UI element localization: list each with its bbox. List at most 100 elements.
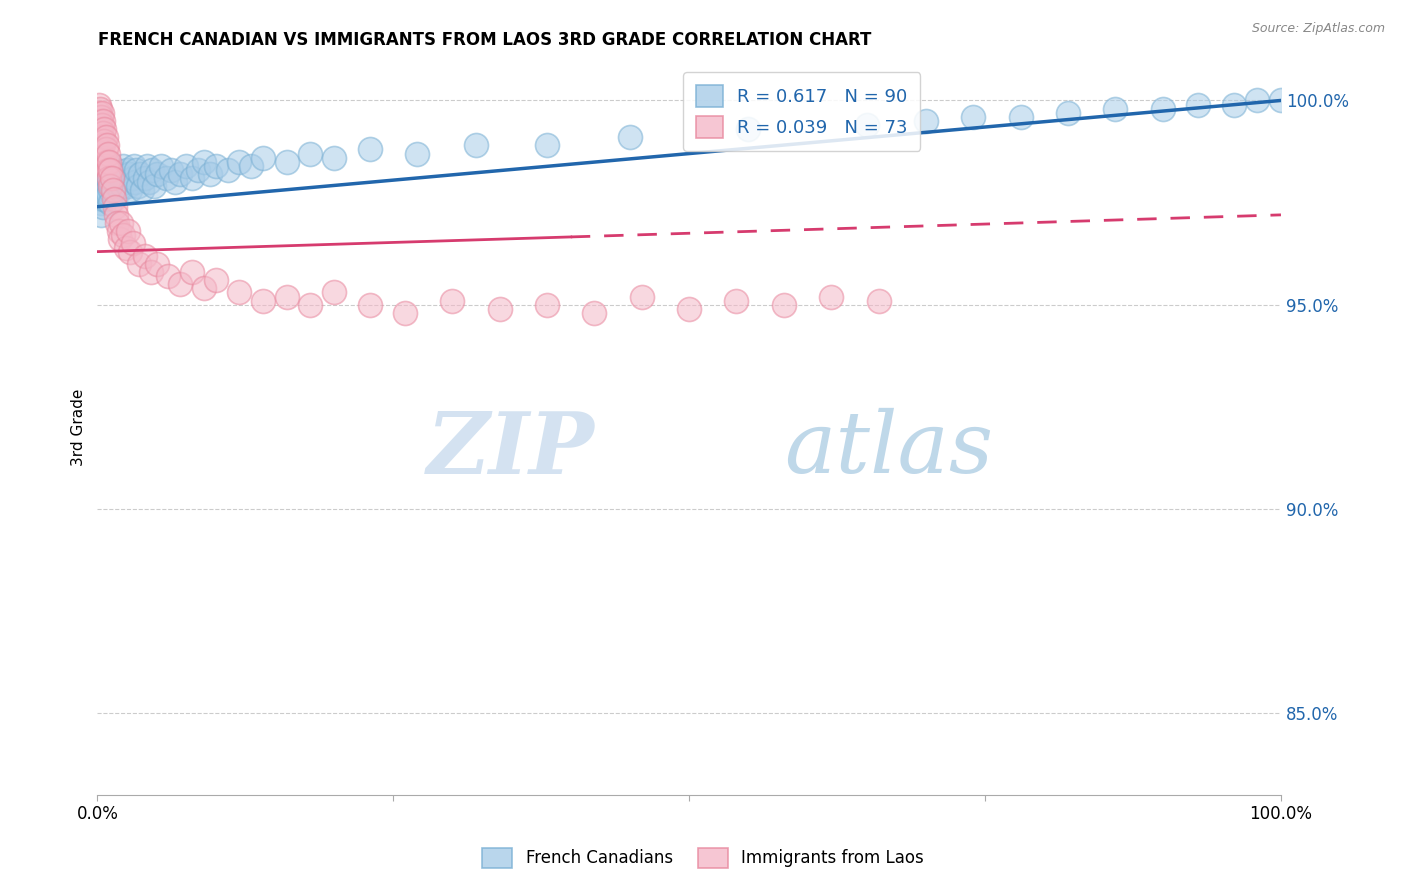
Point [157,269,180,284]
Point [91,105,114,120]
Point [94,159,117,173]
Point [129,167,152,181]
Point [101,183,124,197]
Point [96,138,118,153]
Point [583,306,606,320]
Point [1270,94,1292,108]
Point [104,200,127,214]
Point [93,179,115,194]
Point [89,126,111,140]
Point [145,257,167,271]
Point [101,171,124,186]
Point [187,162,209,177]
Point [107,216,129,230]
Point [89,102,111,116]
Point [96,183,118,197]
Point [107,167,129,181]
Point [725,293,748,308]
Point [1057,105,1080,120]
Point [87,105,110,120]
Point [406,146,429,161]
Point [772,298,794,312]
Point [108,183,131,197]
Point [90,110,112,124]
Point [90,134,112,148]
Point [121,236,143,251]
Point [139,265,162,279]
Point [174,159,197,173]
Point [105,208,128,222]
Point [193,281,215,295]
Point [228,154,250,169]
Point [276,154,298,169]
Point [96,167,118,181]
Point [181,171,204,186]
Point [165,175,187,189]
Point [1246,94,1268,108]
Point [93,151,115,165]
Point [134,249,156,263]
Point [678,301,700,316]
Point [359,143,381,157]
Point [276,289,298,303]
Point [100,171,122,186]
Point [91,138,114,153]
Point [91,126,114,140]
Point [93,122,115,136]
Point [204,273,226,287]
Point [1187,97,1209,112]
Point [145,167,167,181]
Point [359,298,381,312]
Point [169,167,191,181]
Point [100,162,122,177]
Point [150,159,173,173]
Point [90,151,112,165]
Point [136,159,159,173]
Point [91,118,114,132]
Point [91,187,114,202]
Point [93,192,115,206]
Point [89,114,111,128]
Point [98,179,121,194]
Point [96,154,118,169]
Point [91,114,114,128]
Point [105,162,128,177]
Point [240,159,263,173]
Point [855,118,877,132]
Point [125,162,148,177]
Point [94,130,117,145]
Point [107,179,129,194]
Point [217,162,239,177]
Point [103,183,125,197]
Point [91,130,114,145]
Point [89,183,111,197]
Point [87,97,110,112]
Point [94,187,117,202]
Point [98,171,121,186]
Point [91,154,114,169]
Point [107,224,129,238]
Point [394,306,416,320]
Point [93,162,115,177]
Point [962,110,984,124]
Point [124,175,146,189]
Point [110,216,132,230]
Point [120,244,142,259]
Point [619,130,641,145]
Point [1152,102,1174,116]
Point [536,298,558,312]
Point [1104,102,1126,116]
Point [100,179,122,194]
Point [915,114,938,128]
Point [488,301,510,316]
Point [1010,110,1032,124]
Point [110,171,132,186]
Point [134,171,156,186]
Point [169,277,191,292]
Point [98,154,121,169]
Point [98,162,121,177]
Text: Source: ZipAtlas.com: Source: ZipAtlas.com [1251,22,1385,36]
Point [198,167,221,181]
Point [155,171,177,186]
Point [87,154,110,169]
